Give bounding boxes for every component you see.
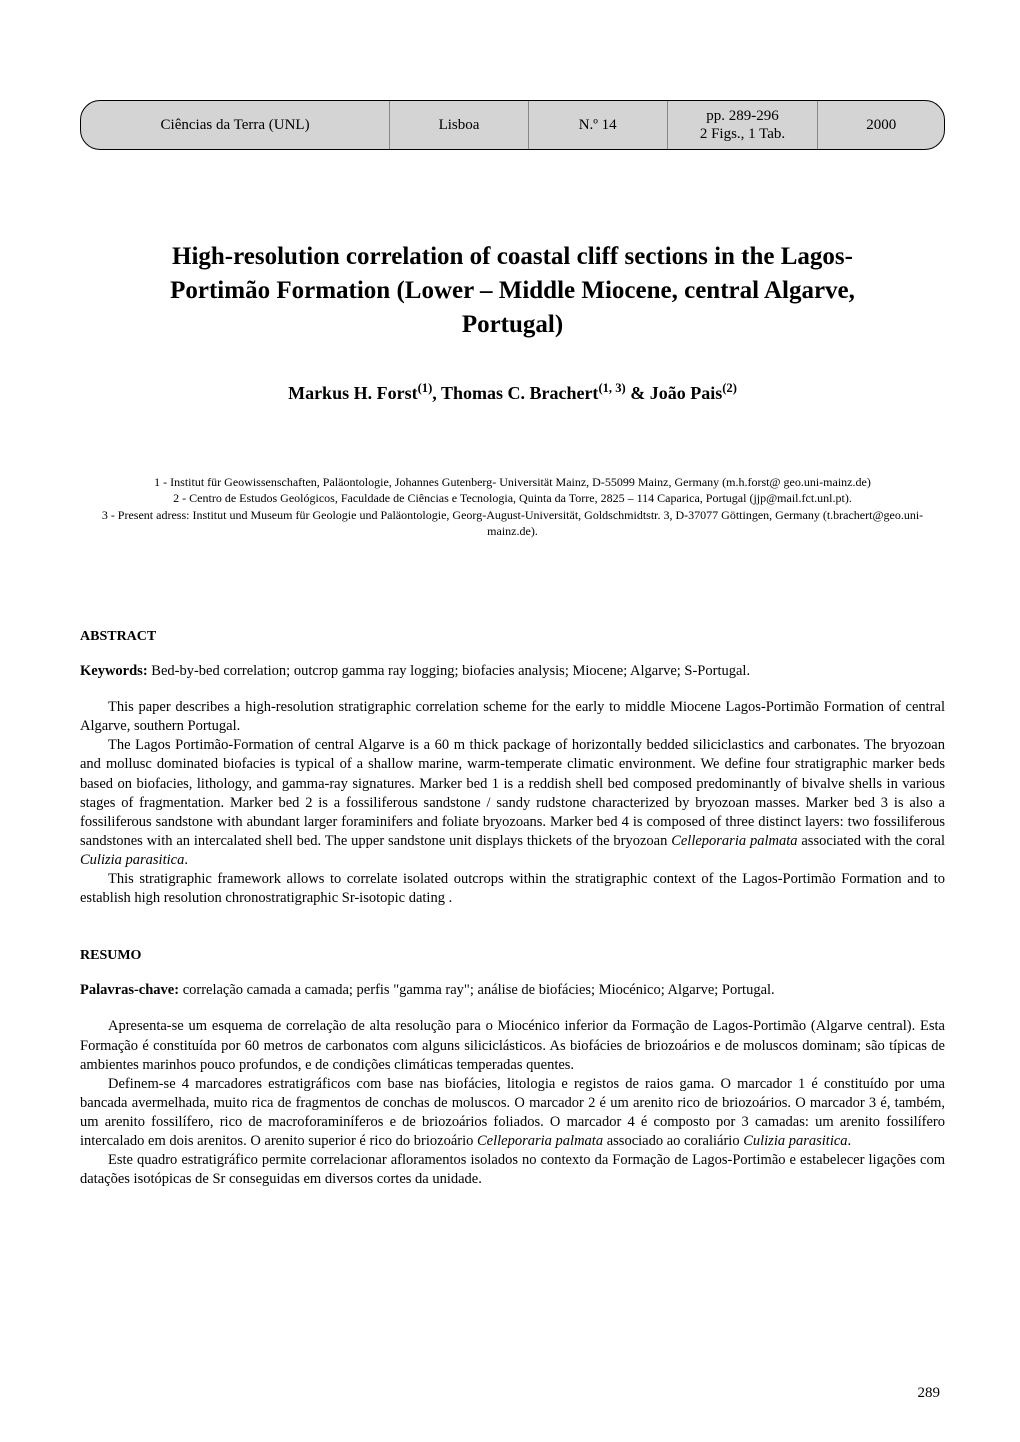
resumo-keywords: Palavras-chave: correlação camada a cama…	[80, 982, 945, 999]
abstract-heading: ABSTRACT	[80, 629, 945, 645]
abstract-paragraph: The Lagos Portimão-Formation of central …	[80, 736, 945, 870]
journal-year: 2000	[818, 101, 944, 149]
affiliation-line: 2 - Centro de Estudos Geológicos, Faculd…	[90, 490, 935, 506]
pages-line: pp. 289-296	[706, 107, 779, 125]
journal-issue-number: N.º 14	[529, 101, 668, 149]
resumo-paragraph: Definem-se 4 marcadores estratigráficos …	[80, 1075, 945, 1152]
keywords-text: Bed-by-bed correlation; outcrop gamma ra…	[148, 663, 750, 679]
abstract-paragraph: This paper describes a high-resolution s…	[80, 698, 945, 736]
resumo-heading: RESUMO	[80, 948, 945, 964]
journal-pages: pp. 289-296 2 Figs., 1 Tab.	[668, 101, 819, 149]
paper-title: High-resolution correlation of coastal c…	[120, 240, 905, 341]
page-number: 289	[918, 1385, 941, 1402]
affiliation-line: 3 - Present adress: Institut und Museum …	[90, 507, 935, 539]
abstract-paragraph: This stratigraphic framework allows to c…	[80, 870, 945, 908]
palavras-chave-text: correlação camada a camada; perfis "gamm…	[179, 982, 775, 998]
authors-line: Markus H. Forst(1), Thomas C. Brachert(1…	[80, 381, 945, 404]
journal-name: Ciências da Terra (UNL)	[81, 101, 390, 149]
keywords-label: Keywords:	[80, 663, 148, 679]
abstract-keywords: Keywords: Bed-by-bed correlation; outcro…	[80, 663, 945, 680]
journal-header-box: Ciências da Terra (UNL) Lisboa N.º 14 pp…	[80, 100, 945, 150]
resumo-paragraph: Apresenta-se um esquema de correlação de…	[80, 1017, 945, 1074]
abstract-section: ABSTRACT Keywords: Bed-by-bed correlatio…	[80, 629, 945, 908]
affiliation-line: 1 - Institut für Geowissenschaften, Palä…	[90, 474, 935, 490]
resumo-paragraph: Este quadro estratigráfico permite corre…	[80, 1151, 945, 1189]
resumo-section: RESUMO Palavras-chave: correlação camada…	[80, 948, 945, 1189]
journal-place: Lisboa	[390, 101, 529, 149]
figs-tab-line: 2 Figs., 1 Tab.	[700, 125, 785, 143]
affiliations-block: 1 - Institut für Geowissenschaften, Palä…	[80, 474, 945, 539]
palavras-chave-label: Palavras-chave:	[80, 982, 179, 998]
